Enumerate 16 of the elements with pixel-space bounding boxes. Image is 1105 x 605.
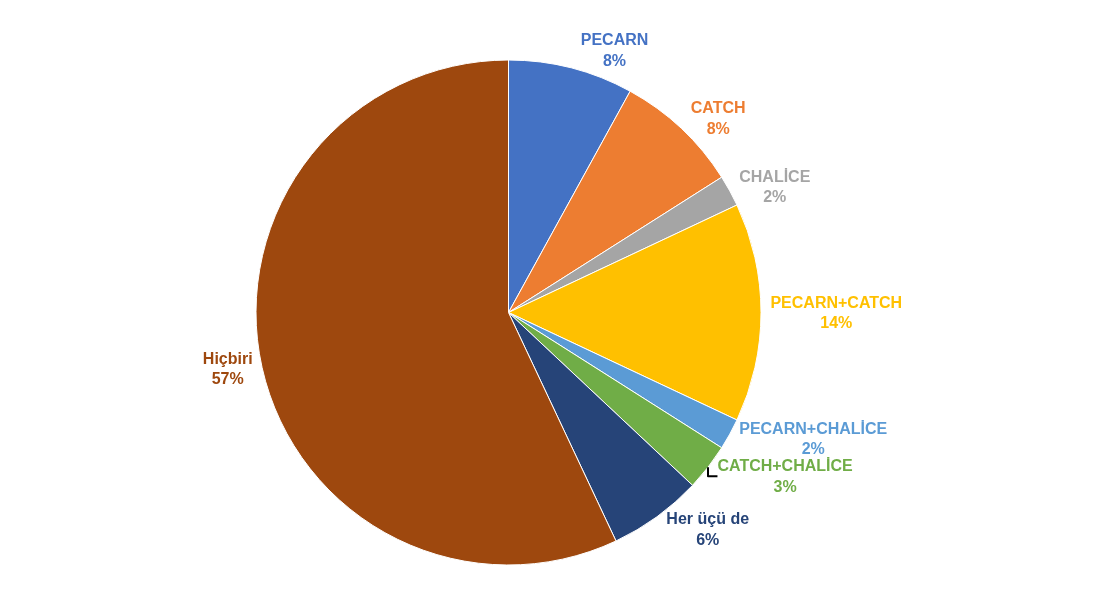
data-label: 8% [706, 120, 730, 138]
slice-label: CHALİCE [739, 167, 811, 185]
slice-label: PECARN [580, 31, 649, 49]
slice-label: PECARN+CHALİCE [739, 419, 888, 437]
slice-label: CATCH+CHALİCE [717, 457, 854, 475]
slice-label: Her üçü de [666, 510, 750, 528]
data-label: 2% [801, 440, 825, 458]
data-label: 3% [773, 478, 797, 496]
data-label: 57% [211, 370, 244, 388]
data-label: 14% [820, 314, 853, 332]
slice-label: PECARN+CATCH [770, 293, 903, 311]
data-label: 8% [602, 52, 627, 70]
data-label: 6% [696, 531, 720, 549]
data-label: 2% [763, 188, 787, 206]
slice-label: CATCH [690, 99, 746, 117]
slice-label: Hiçbiri [202, 349, 253, 367]
